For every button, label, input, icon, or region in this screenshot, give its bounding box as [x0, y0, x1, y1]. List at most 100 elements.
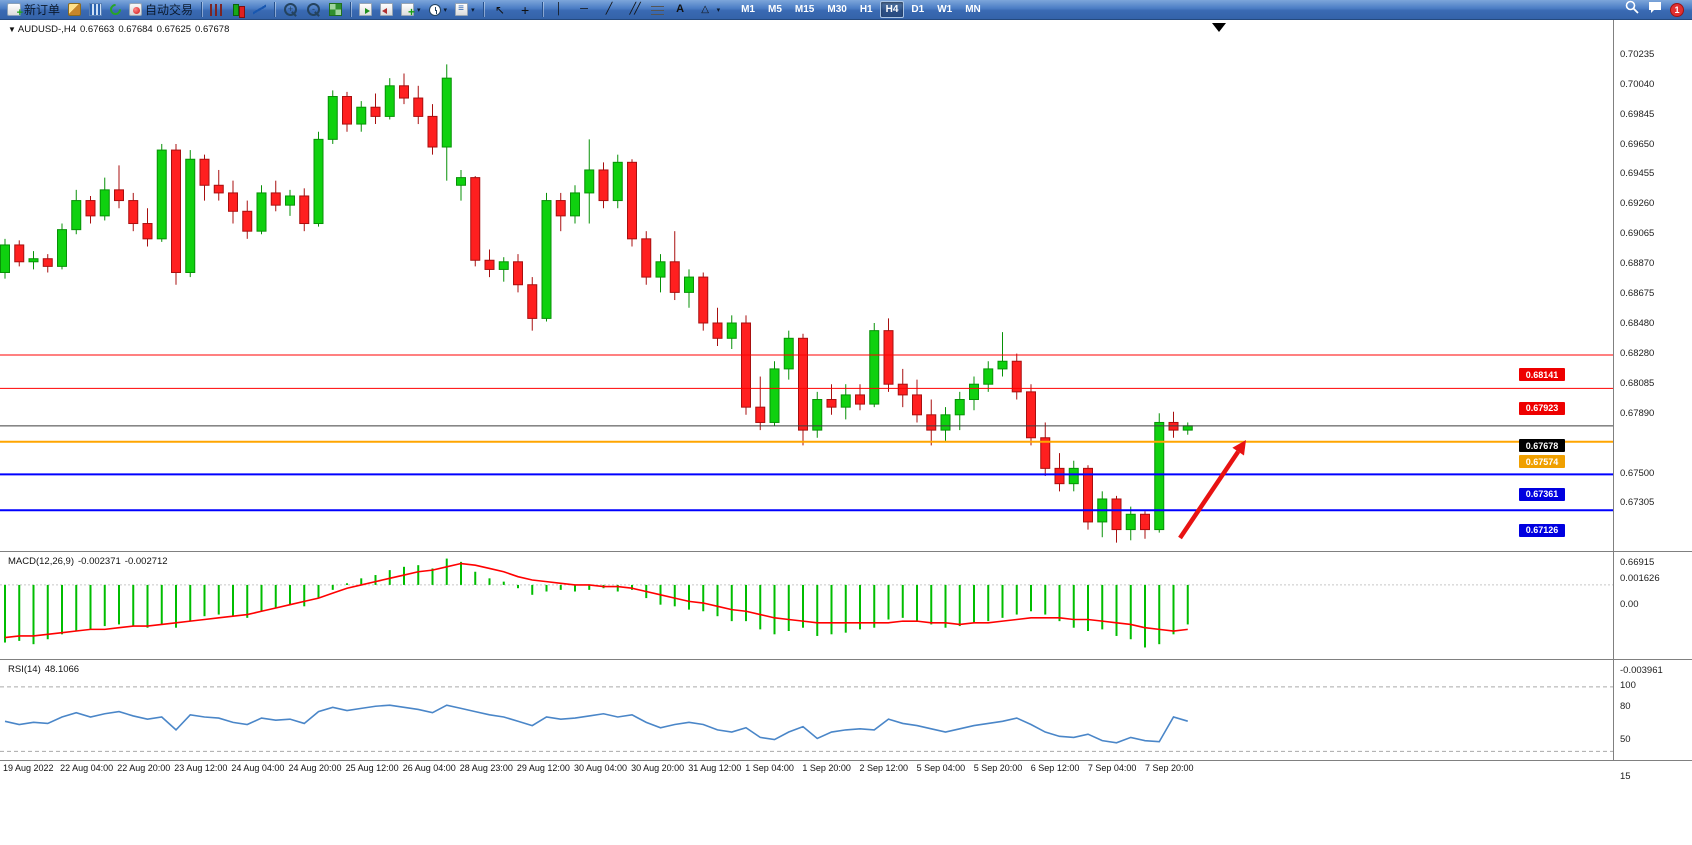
- time-axis-label: 6 Sep 12:00: [1030, 763, 1080, 773]
- fibonacci-button[interactable]: [648, 3, 667, 16]
- time-axis-label: 31 Aug 12:00: [688, 763, 742, 773]
- clock-icon: [428, 3, 441, 16]
- macd-axis-label: 0.001626: [1620, 572, 1660, 584]
- indicators-icon: [401, 3, 415, 18]
- text-label-button[interactable]: [669, 1, 692, 18]
- macd-value-signal: -0.002712: [124, 556, 168, 567]
- timeframe-h1[interactable]: H1: [859, 4, 873, 15]
- dropdown-arrow-icon: ▾: [471, 6, 475, 14]
- timeframe-mn[interactable]: MN: [965, 4, 981, 15]
- cursor-button[interactable]: [489, 1, 512, 18]
- price-axis-label: 0.67305: [1620, 497, 1655, 509]
- time-axis-label: 19 Aug 2022: [3, 763, 54, 773]
- rsi-value: 48.1066: [44, 664, 80, 675]
- toolbar-separator: [201, 2, 203, 17]
- zoom-out-icon: [306, 2, 321, 17]
- ohlc-close: 0.67678: [195, 24, 230, 35]
- time-axis-label: 5 Sep 04:00: [916, 763, 966, 773]
- rsi-axis-label: 100: [1620, 679, 1636, 691]
- shapes-icon: [697, 2, 714, 17]
- price-axis-label: 0.69455: [1620, 168, 1655, 180]
- price-tag-0.68141: 0.68141: [1519, 368, 1565, 382]
- time-axis-label: 2 Sep 12:00: [859, 763, 909, 773]
- vertical-line-button[interactable]: [548, 1, 571, 18]
- dropdown-arrow-icon: ▾: [443, 6, 448, 14]
- horizontal-line-button[interactable]: [573, 1, 596, 18]
- toolbar-separator: [350, 2, 352, 17]
- new-order-label: 新订单: [24, 3, 61, 17]
- templates-button[interactable]: ▾: [452, 2, 478, 17]
- time-axis-label: 29 Aug 12:00: [516, 763, 570, 773]
- indicators-button[interactable]: ▾: [398, 2, 424, 18]
- time-axis-label: 22 Aug 20:00: [117, 763, 171, 773]
- zoom-in-button[interactable]: [280, 1, 301, 18]
- macd-value-main: -0.002371: [78, 556, 121, 567]
- rsi-axis-label: 80: [1620, 701, 1631, 713]
- tile-windows-button[interactable]: [326, 2, 345, 17]
- toolbar-separator: [274, 2, 276, 17]
- dropdown-arrow-icon: ▾: [417, 6, 421, 14]
- candlestick-series: [0, 64, 1193, 543]
- new-order-button[interactable]: 新订单: [4, 0, 63, 19]
- pane-separators[interactable]: [0, 20, 1692, 761]
- candlestick-mode-button[interactable]: [228, 2, 248, 18]
- time-axis-label: 1 Sep 04:00: [745, 763, 794, 773]
- time-axis-label: 24 Aug 20:00: [288, 763, 342, 773]
- bar-chart-mode-button[interactable]: [207, 3, 226, 17]
- chart-canvas: [0, 20, 1692, 761]
- notification-badge[interactable]: 1: [1670, 2, 1684, 17]
- price-axis-label: 0.67890: [1620, 407, 1655, 419]
- chart-profile-button[interactable]: [86, 2, 105, 17]
- timeframe-m30[interactable]: M30: [827, 4, 847, 15]
- trendline-button[interactable]: [598, 1, 621, 18]
- time-axis-label: 7 Sep 04:00: [1087, 763, 1137, 773]
- main-toolbar: 新订单 自动交易 ▾ ▾ ▾ ▾ M1 M5 M15 M30 H1 H4 D1 W1 MN 1: [0, 0, 1692, 20]
- rsi-axis-label: 15: [1620, 771, 1631, 783]
- refresh-button[interactable]: [107, 1, 124, 18]
- search-icon[interactable]: [1624, 0, 1640, 20]
- trend-arrow-annotation[interactable]: [1178, 440, 1246, 540]
- channel-icon: [626, 2, 643, 17]
- fibonacci-icon: [650, 4, 664, 15]
- autoscroll-icon: [359, 3, 373, 16]
- rsi-axis-label: 50: [1620, 733, 1631, 745]
- ohlc-low: 0.67625: [156, 24, 192, 35]
- periods-button[interactable]: ▾: [426, 3, 451, 17]
- timeframe-h4[interactable]: H4: [879, 1, 905, 18]
- refresh-icon: [107, 1, 124, 18]
- macd-title: MACD(12,26,9): [8, 556, 74, 567]
- crosshair-icon: [517, 2, 534, 17]
- rsi-indicator: [0, 686, 1613, 752]
- price-tag-0.67361: 0.67361: [1519, 487, 1565, 501]
- macd-indicator: [0, 558, 1613, 648]
- metaeditor-button[interactable]: [65, 2, 84, 17]
- timeframe-m5[interactable]: M5: [768, 4, 782, 15]
- crosshair-button[interactable]: [514, 1, 537, 18]
- auto-trading-button[interactable]: 自动交易: [126, 0, 196, 19]
- price-tag-0.67574: 0.67574: [1519, 455, 1565, 469]
- time-axis-label: 25 Aug 12:00: [345, 763, 399, 773]
- timeframe-w1[interactable]: W1: [937, 4, 953, 15]
- time-axis-label: 23 Aug 12:00: [174, 763, 228, 773]
- price-axis-label: 0.68280: [1620, 348, 1655, 360]
- chat-icon[interactable]: [1647, 0, 1663, 20]
- zoom-out-button[interactable]: [303, 1, 324, 18]
- price-axis-label: 0.69845: [1620, 108, 1655, 120]
- time-axis-label: 30 Aug 20:00: [631, 763, 685, 773]
- tile-windows-icon: [329, 3, 343, 16]
- time-axis-label: 1 Sep 20:00: [802, 763, 851, 773]
- line-chart-mode-button[interactable]: [250, 2, 269, 17]
- timeframe-d1[interactable]: D1: [911, 4, 925, 15]
- timeframe-m15[interactable]: M15: [794, 4, 815, 15]
- time-axis-label: 22 Aug 04:00: [60, 763, 114, 773]
- time-axis-label: 28 Aug 23:00: [459, 763, 513, 773]
- auto-scroll-button[interactable]: [356, 2, 375, 17]
- chart-shift-button[interactable]: [377, 2, 396, 17]
- price-axis-label: 0.70235: [1620, 49, 1655, 61]
- arrows-shapes-button[interactable]: ▾: [694, 1, 724, 18]
- macd-axis-label: 0.00: [1620, 599, 1639, 611]
- equidistant-channel-button[interactable]: [623, 1, 646, 18]
- toolbar-button-group: 新订单 自动交易 ▾ ▾ ▾ ▾: [4, 0, 723, 19]
- timeframe-m1[interactable]: M1: [741, 4, 755, 15]
- time-axis-label: 7 Sep 20:00: [1145, 763, 1194, 773]
